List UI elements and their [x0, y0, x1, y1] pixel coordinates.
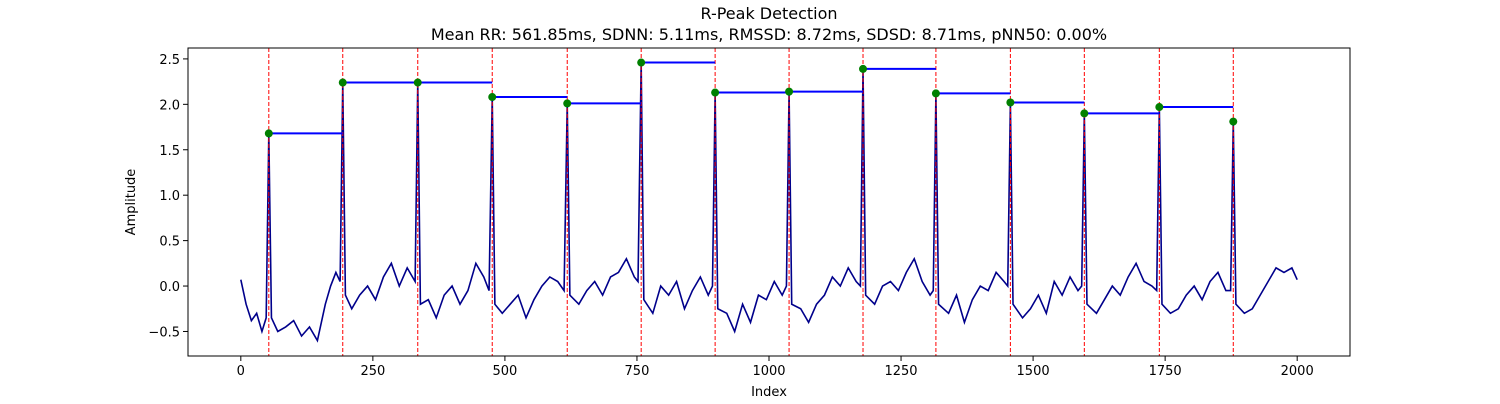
y-tick-label: 2.5 [159, 53, 180, 68]
r-peak [1006, 98, 1015, 107]
r-peak [859, 64, 868, 73]
plot-frame [187, 47, 1351, 357]
chart-title: R-Peak Detection [700, 4, 837, 23]
r-peak [563, 99, 572, 108]
x-tick-label: 750 [625, 364, 650, 379]
y-tick-label: 0.0 [159, 280, 180, 295]
r-peak [1080, 109, 1089, 118]
r-peak [931, 89, 940, 98]
y-tick-label: 0.5 [159, 235, 180, 250]
y-tick-label: 2.0 [159, 98, 180, 113]
r-peak [488, 93, 497, 102]
r-peak [637, 58, 646, 67]
x-tick-label: 1500 [1017, 364, 1050, 379]
x-tick-label: 250 [360, 364, 385, 379]
x-tick-label: 1250 [884, 364, 917, 379]
x-tick-label: 0 [237, 364, 245, 379]
x-tick-label: 1750 [1149, 364, 1182, 379]
y-tick-label: 1.0 [159, 189, 180, 204]
x-axis-label: Index [751, 385, 787, 400]
y-axis-label: Amplitude [124, 169, 139, 236]
signal-line [240, 62, 1298, 343]
r-peak [711, 88, 720, 97]
r-peak [1229, 117, 1238, 126]
chart-subtitle: Mean RR: 561.85ms, SDNN: 5.11ms, RMSSD: … [431, 25, 1107, 44]
y-tick-label: 1.5 [159, 144, 180, 159]
r-peak [413, 78, 422, 87]
y-tick-label: −0.5 [148, 325, 180, 340]
r-peak [264, 129, 273, 138]
r-peak [1155, 103, 1164, 112]
x-tick-label: 2000 [1281, 364, 1314, 379]
x-tick-label: 1000 [752, 364, 785, 379]
r-peak [338, 78, 347, 87]
r-peak [785, 87, 794, 96]
x-tick-label: 500 [492, 364, 517, 379]
